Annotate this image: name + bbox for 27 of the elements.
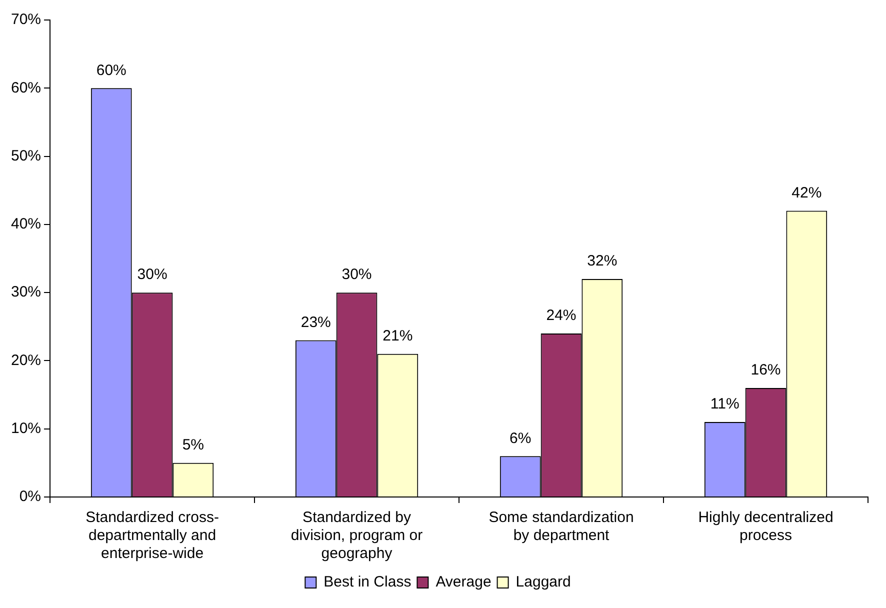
y-tick-label: 0% [19, 488, 42, 506]
data-label: 16% [750, 362, 781, 379]
legend-label: Laggard [516, 574, 571, 591]
y-tick-label: 40% [10, 216, 42, 233]
data-label: 32% [587, 252, 618, 270]
data-label: 30% [342, 266, 372, 284]
y-tick-label: 10% [10, 420, 42, 437]
x-tick-label: Some standardization by department [488, 509, 634, 544]
data-label: 30% [137, 266, 168, 284]
data-label: 60% [96, 62, 126, 79]
data-label: 6% [510, 430, 532, 447]
data-label: 42% [792, 184, 822, 202]
y-tick-label: 30% [10, 284, 42, 301]
legend-label: Average [436, 574, 492, 591]
data-label: 23% [300, 314, 331, 331]
y-tick-label: 50% [10, 147, 42, 164]
data-label: 24% [546, 307, 576, 324]
data-label: 21% [382, 328, 413, 345]
data-label: 11% [710, 396, 740, 413]
y-tick-label: 60% [10, 79, 42, 96]
data-label: 5% [182, 436, 204, 454]
x-tick-label: Standardized by division, program or geography [290, 509, 423, 562]
legend-label: Best in Class [324, 574, 412, 591]
x-tick-label: Highly decentralized process [698, 509, 834, 544]
y-tick-label: 20% [10, 352, 42, 369]
x-tick-label: Standardized cross-departmentally and enterprise-wide [86, 509, 219, 562]
y-tick-label: 70% [10, 11, 42, 28]
